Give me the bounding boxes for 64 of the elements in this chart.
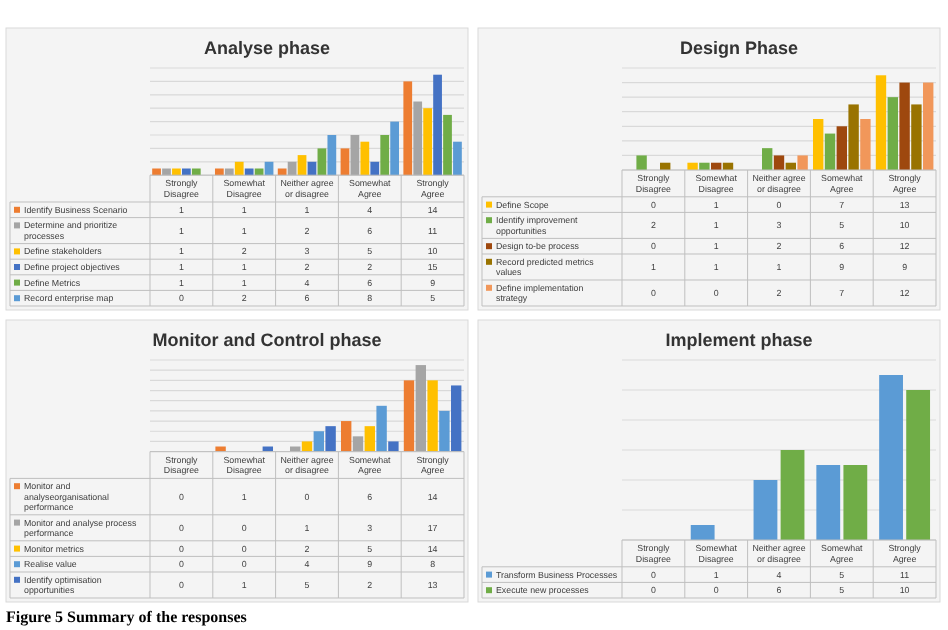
- chart-title: Design Phase: [679, 38, 799, 58]
- bar: [773, 155, 785, 170]
- bar: [433, 74, 442, 176]
- bar: [364, 426, 375, 452]
- bar: [848, 104, 859, 170]
- bar: [182, 168, 191, 176]
- bar: [843, 465, 868, 540]
- bar: [923, 82, 934, 170]
- bar: [325, 426, 336, 452]
- bar: [388, 441, 399, 452]
- bar: [297, 155, 307, 176]
- bar: [443, 114, 452, 176]
- bar: [214, 168, 224, 176]
- chart-title: Monitor and Control phase: [152, 330, 382, 350]
- bar: [350, 135, 360, 176]
- bar: [439, 410, 450, 452]
- bar: [390, 121, 400, 176]
- bar: [899, 82, 910, 170]
- bar: [277, 168, 287, 176]
- bar: [836, 126, 847, 170]
- bar: [427, 380, 438, 452]
- bar: [816, 465, 841, 540]
- bar: [224, 168, 234, 176]
- bar: [636, 155, 647, 170]
- bar: [423, 108, 432, 176]
- bar: [234, 161, 244, 176]
- bar: [415, 365, 426, 452]
- bar: [403, 81, 413, 176]
- bar: [172, 168, 181, 176]
- bar: [317, 148, 327, 176]
- bar: [244, 168, 254, 176]
- bar: [753, 480, 778, 540]
- bar: [762, 148, 773, 170]
- bar: [860, 119, 871, 170]
- bar: [824, 133, 836, 170]
- bar: [879, 375, 903, 540]
- bar: [797, 155, 808, 170]
- bar: [301, 441, 313, 452]
- bar: [152, 168, 161, 176]
- bar: [813, 119, 824, 170]
- bar: [780, 450, 805, 540]
- bar: [370, 161, 380, 176]
- chart-title: Implement phase: [665, 330, 813, 350]
- bar: [875, 75, 887, 170]
- bar: [451, 385, 462, 452]
- bar: [887, 97, 898, 170]
- bar: [327, 135, 337, 176]
- chart-title: Analyse phase: [203, 38, 331, 58]
- bar: [376, 405, 387, 452]
- bar: [403, 380, 415, 452]
- bar: [413, 101, 423, 176]
- bar: [690, 525, 715, 540]
- caption: Figure 5 Summary of the responses: [6, 608, 247, 626]
- bar: [352, 436, 364, 452]
- bar: [906, 390, 931, 540]
- bar: [360, 141, 370, 176]
- bar: [191, 168, 201, 176]
- bar: [162, 168, 171, 176]
- bar: [380, 135, 390, 176]
- bar: [911, 104, 922, 170]
- bar: [313, 431, 324, 452]
- bar: [340, 148, 350, 176]
- bar: [453, 141, 462, 176]
- bar: [341, 421, 352, 452]
